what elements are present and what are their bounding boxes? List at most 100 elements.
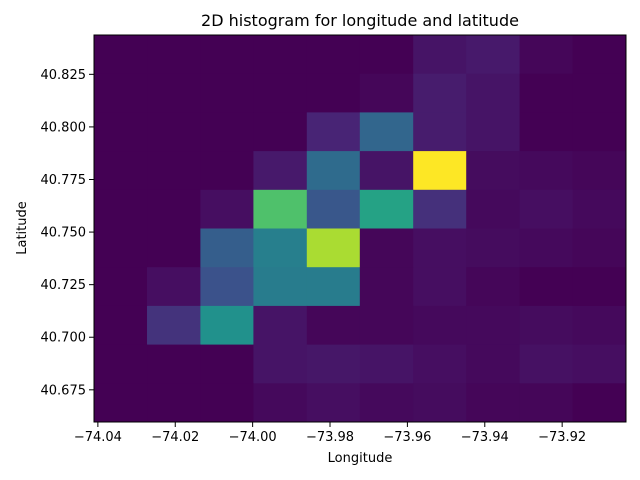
heatmap-cell <box>147 189 201 229</box>
heatmap-cell <box>466 344 520 384</box>
heatmap-cell <box>572 344 627 384</box>
heatmap-cell <box>359 112 414 152</box>
heatmap-cell <box>306 112 361 152</box>
heatmap-cell <box>359 189 414 229</box>
heatmap-cell <box>200 267 254 307</box>
heatmap-cell <box>306 305 361 345</box>
heatmap-cell <box>147 35 201 75</box>
y-tick-label: 40.750 <box>41 226 87 241</box>
heatmap-cell <box>200 35 254 75</box>
heatmap-cell <box>359 228 414 268</box>
heatmap-cell <box>359 383 414 423</box>
heatmap-cell <box>94 305 148 345</box>
heatmap-cell <box>466 35 520 75</box>
heatmap-cell <box>359 305 414 345</box>
heatmap-cell <box>306 344 361 384</box>
heatmap-cell <box>253 228 308 268</box>
heatmap-cell <box>413 267 467 307</box>
heatmap-cell <box>572 228 627 268</box>
x-tick-label: −74.00 <box>229 430 277 445</box>
heatmap-cell <box>147 383 201 423</box>
heatmap-cell <box>306 189 361 229</box>
heatmap-cell <box>306 228 361 268</box>
y-tick-label: 40.800 <box>41 120 87 135</box>
heatmap-cell <box>519 305 574 345</box>
heatmap-cell <box>94 112 148 152</box>
heatmap-cells <box>94 35 627 423</box>
heatmap-cell <box>519 344 574 384</box>
heatmap-cell <box>147 73 201 113</box>
heatmap-cell <box>253 267 308 307</box>
heatmap-cell <box>466 383 520 423</box>
y-axis-title: Latitude <box>15 201 30 255</box>
heatmap-cell <box>147 228 201 268</box>
heatmap-cell <box>200 151 254 191</box>
heatmap-cell <box>413 35 467 75</box>
heatmap-cell <box>253 151 308 191</box>
heatmap-cell <box>519 383 574 423</box>
heatmap-cell <box>147 305 201 345</box>
heatmap-cell <box>94 151 148 191</box>
heatmap-cell <box>147 267 201 307</box>
heatmap-cell <box>466 189 520 229</box>
heatmap-cell <box>94 73 148 113</box>
heatmap-cell <box>253 73 308 113</box>
heatmap-cell <box>413 73 467 113</box>
heatmap-cell <box>519 151 574 191</box>
heatmap-cell <box>200 228 254 268</box>
heatmap-cell <box>306 383 361 423</box>
x-tick-label: −74.02 <box>151 430 199 445</box>
x-tick-label: −73.92 <box>538 430 586 445</box>
heatmap-cell <box>94 35 148 75</box>
heatmap-cell <box>572 73 627 113</box>
heatmap-cell <box>147 344 201 384</box>
heatmap-cell <box>519 73 574 113</box>
heatmap-cell <box>200 305 254 345</box>
heatmap-cell <box>466 305 520 345</box>
heatmap-cell <box>359 73 414 113</box>
heatmap-cell <box>147 151 201 191</box>
heatmap-cell <box>306 151 361 191</box>
x-axis-ticks: −74.04 −74.02 −74.00 −73.98 −73.96 −73.94 −73.… <box>74 422 586 445</box>
y-tick-label: 40.775 <box>41 173 87 188</box>
heatmap-cell <box>413 305 467 345</box>
heatmap-cell <box>94 383 148 423</box>
heatmap-cell <box>94 267 148 307</box>
heatmap-cell <box>413 112 467 152</box>
heatmap-cell <box>306 35 361 75</box>
heatmap-cell <box>359 35 414 75</box>
heatmap-cell <box>519 228 574 268</box>
heatmap-cell <box>413 189 467 229</box>
heatmap-cell <box>200 112 254 152</box>
heatmap-cell <box>359 151 414 191</box>
heatmap-cell <box>94 189 148 229</box>
heatmap-cell <box>253 305 308 345</box>
heatmap-cell <box>94 228 148 268</box>
y-tick-label: 40.700 <box>41 331 87 346</box>
heatmap-cell <box>519 35 574 75</box>
heatmap-cell <box>253 344 308 384</box>
heatmap-cell <box>253 35 308 75</box>
heatmap-cell <box>306 267 361 307</box>
heatmap-cell <box>413 228 467 268</box>
x-axis-title: Longitude <box>328 451 393 466</box>
heatmap-cell <box>572 267 627 307</box>
y-tick-label: 40.725 <box>41 278 87 293</box>
heatmap-cell <box>466 73 520 113</box>
heatmap-cell <box>466 228 520 268</box>
plot-frame <box>93 34 627 423</box>
heatmap-cell <box>253 189 308 229</box>
heatmap-cell <box>519 112 574 152</box>
x-tick-label: −74.04 <box>74 430 122 445</box>
x-tick-label: −73.94 <box>461 430 509 445</box>
heatmap-cell <box>200 344 254 384</box>
heatmap-cell <box>466 267 520 307</box>
heatmap-cell <box>253 383 308 423</box>
heatmap-cell <box>572 151 627 191</box>
heatmap-cell <box>572 189 627 229</box>
heatmap-cell <box>94 344 148 384</box>
heatmap-cell <box>306 73 361 113</box>
heatmap-cell <box>253 112 308 152</box>
heatmap-cell <box>572 305 627 345</box>
